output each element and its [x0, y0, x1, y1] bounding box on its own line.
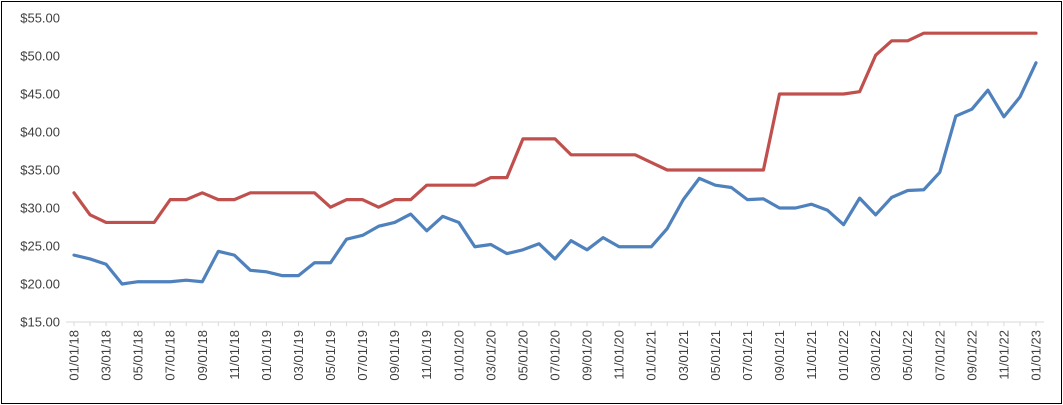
x-tick-label: 07/01/19	[355, 330, 370, 381]
y-tick-label: $40.00	[20, 125, 60, 140]
x-tick-label: 03/01/18	[99, 330, 114, 381]
x-tick-label: 11/01/18	[227, 330, 242, 380]
y-tick-label: $30.00	[20, 201, 60, 216]
y-tick-label: $20.00	[20, 277, 60, 292]
y-axis-labels: $15.00 $20.00 $25.00 $30.00 $35.00 $40.00 $45.…	[20, 11, 60, 330]
x-tick-label: 09/01/20	[580, 330, 595, 381]
x-tick-label: 07/01/20	[548, 330, 563, 381]
x-tick-label: 09/01/18	[195, 330, 210, 381]
x-tick-label: 11/01/21	[804, 330, 819, 380]
y-tick-label: $35.00	[20, 163, 60, 178]
y-tick-label: $25.00	[20, 239, 60, 254]
y-tick-label: $50.00	[20, 49, 60, 64]
x-tick-label: 01/01/21	[644, 330, 659, 381]
x-tick-label: 03/01/19	[291, 330, 306, 381]
x-tick-label: 05/01/21	[708, 330, 723, 381]
x-tick-label: 03/01/21	[676, 330, 691, 381]
x-axis-labels: 01/01/18 03/01/18 05/01/18 07/01/18 09/01/18…	[67, 330, 1044, 381]
x-tick-label: 09/01/22	[964, 330, 979, 381]
x-tick-label: 07/01/18	[163, 330, 178, 381]
x-tick-label: 01/01/23	[1029, 330, 1044, 381]
series-line-1	[72, 61, 1038, 286]
x-tick-label: 09/01/21	[772, 330, 787, 381]
x-tick-label: 05/01/22	[900, 330, 915, 381]
x-tick-label: 01/01/22	[836, 330, 851, 381]
x-tick-label: 03/01/22	[868, 330, 883, 381]
x-tick-label: 11/01/20	[612, 330, 627, 380]
x-tick-label: 01/01/18	[67, 330, 82, 381]
x-tick-label: 03/01/20	[483, 330, 498, 381]
x-tick-label: 01/01/19	[259, 330, 274, 381]
y-tick-label: $55.00	[20, 11, 60, 26]
x-tick-label: 05/01/18	[131, 330, 146, 381]
y-tick-label: $45.00	[20, 87, 60, 102]
x-tick-label: 11/01/22	[996, 330, 1011, 380]
x-tick-label: 09/01/19	[387, 330, 402, 381]
series-lines	[72, 31, 1038, 286]
series-line-2	[72, 31, 1038, 225]
x-tick-label: 05/01/20	[515, 330, 530, 381]
x-tick-label: 11/01/19	[419, 330, 434, 380]
x-tick-label: 05/01/19	[323, 330, 338, 381]
y-tick-label: $15.00	[20, 315, 60, 330]
x-axis-ticks	[73, 322, 1037, 326]
x-tick-label: 07/01/21	[740, 330, 755, 381]
x-tick-label: 07/01/22	[932, 330, 947, 381]
x-tick-label: 01/01/20	[451, 330, 466, 381]
